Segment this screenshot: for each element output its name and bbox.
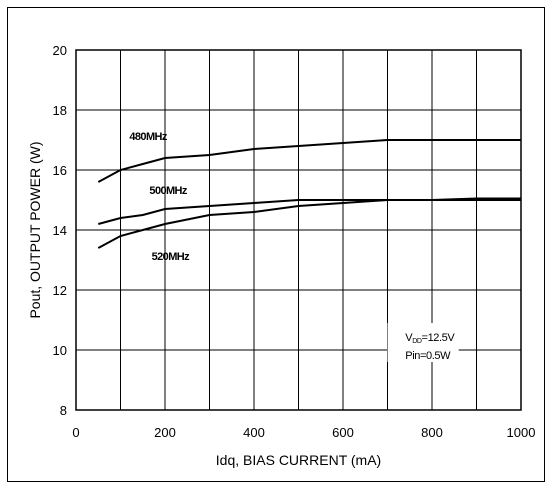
series-line-480mhz [97,139,521,183]
vdd-annotation: VDD=12.5V [405,332,455,345]
series-label-480mhz: 480MHz [129,131,167,143]
y-tick-label: 12 [53,283,67,298]
conditions-annotation: VDD=12.5V Pin=0.5W [387,323,459,362]
vdd-base: V [405,332,413,344]
y-tick-label: 16 [53,163,67,178]
ticks: 0 200 400 600 800 1000 8 10 12 14 16 18 20 [53,43,536,440]
series-layer [97,139,521,249]
y-tick-label: 18 [53,103,67,118]
y-tick-label: 8 [60,403,67,418]
annotation-background [387,323,459,362]
y-tick-label: 20 [53,43,67,58]
x-tick-label: 200 [154,425,176,440]
x-tick-label: 600 [332,425,354,440]
y-tick-label: 10 [53,343,67,358]
x-tick-label: 1000 [507,425,536,440]
chart-frame [7,7,545,482]
vdd-subscript: DD [412,338,422,345]
x-tick-label: 400 [243,425,265,440]
x-axis-label: Idq, BIAS CURRENT (mA) [216,452,381,468]
x-tick-label: 0 [72,425,79,440]
x-tick-label: 800 [421,425,443,440]
y-axis-label: Pout, OUTPUT POWER (W) [27,141,43,318]
series-line-520mhz [97,197,521,249]
series-label-520mhz: 520MHz [152,251,190,263]
plot-border [75,49,522,411]
series-label-500mhz: 500MHz [149,185,187,197]
vdd-value: =12.5V [422,332,456,344]
y-tick-label: 14 [53,223,67,238]
pin-annotation: Pin=0.5W [405,350,451,362]
